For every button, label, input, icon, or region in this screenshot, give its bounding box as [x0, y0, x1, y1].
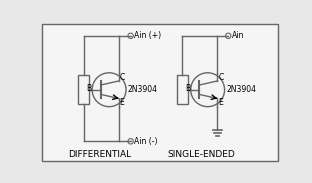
- Text: E: E: [120, 98, 124, 107]
- Text: C: C: [120, 73, 125, 82]
- Text: C: C: [218, 73, 223, 82]
- Text: 2N3904: 2N3904: [226, 85, 256, 94]
- Text: DIFFERENTIAL: DIFFERENTIAL: [68, 150, 131, 159]
- Text: 2N3904: 2N3904: [128, 85, 158, 94]
- Text: Ain (-): Ain (-): [134, 137, 158, 146]
- Text: Ain (+): Ain (+): [134, 31, 161, 40]
- Text: B: B: [185, 84, 190, 94]
- Text: B: B: [86, 84, 91, 94]
- Text: Ain: Ain: [232, 31, 244, 40]
- Text: E: E: [218, 98, 223, 107]
- Bar: [177, 75, 188, 104]
- Bar: [78, 75, 89, 104]
- Text: SINGLE-ENDED: SINGLE-ENDED: [168, 150, 235, 159]
